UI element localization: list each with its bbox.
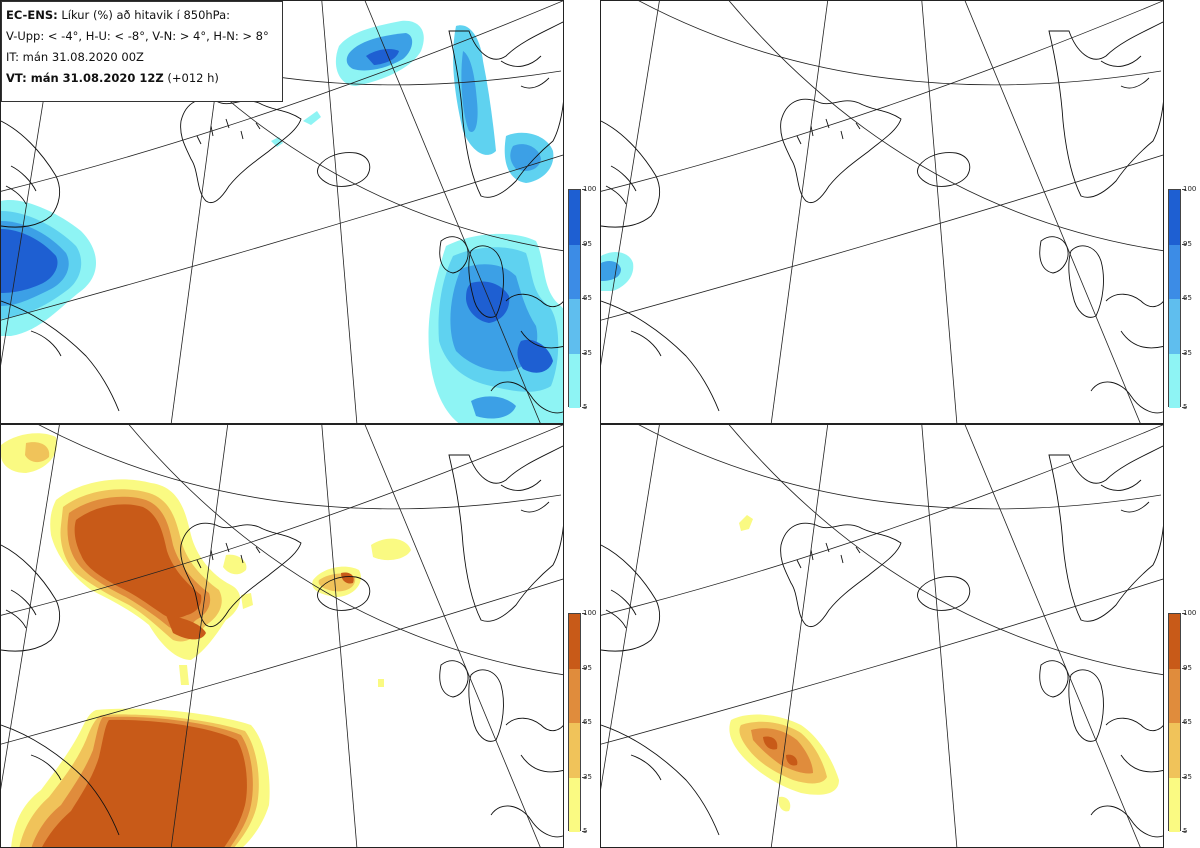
colorbar-hu: 100 95 65 35 5 <box>1168 185 1200 411</box>
panel-hn <box>600 424 1164 848</box>
colorbar-label: 100 <box>1183 609 1197 617</box>
title-line-2: V-Upp: < -4°, H-U: < -8°, V-N: > 4°, H-N… <box>6 29 269 43</box>
colorbar-label: 5 <box>1183 827 1188 835</box>
probability-field-hu <box>601 251 634 291</box>
colorbar-segment <box>569 244 580 299</box>
forecast-step: (+012 h) <box>163 71 219 85</box>
colorbar-segment <box>569 668 580 723</box>
colorbar-label: 65 <box>1183 718 1192 726</box>
colorbar-tick <box>582 189 586 190</box>
colorbar-vupp: 100 95 65 35 5 <box>568 185 604 411</box>
colorbar-label: 35 <box>583 348 592 357</box>
map-hu <box>601 1 1163 423</box>
colorbar-track <box>568 189 581 408</box>
colorbar-track <box>1168 189 1181 408</box>
colorbar-tick <box>582 667 586 669</box>
colorbar-segment <box>569 299 580 354</box>
model-name: EC-ENS: <box>6 8 58 22</box>
colorbar-label: 5 <box>1183 403 1188 411</box>
colorbar-segment <box>569 190 580 245</box>
probability-field-vupp <box>1 20 563 423</box>
colorbar-tick <box>1182 722 1186 723</box>
panel-hu <box>600 0 1164 424</box>
colorbar-label: 65 <box>583 718 592 726</box>
colorbar-tick <box>582 831 586 832</box>
coastlines <box>601 20 1163 414</box>
colorbar-tick <box>1182 613 1186 614</box>
map-vn <box>1 425 563 847</box>
coastlines <box>601 444 1163 838</box>
colorbar-label: 95 <box>1183 239 1192 248</box>
colorbar-tick <box>1182 407 1186 408</box>
colorbar-vn: 100 95 65 35 5 <box>568 609 604 835</box>
colorbar-tick <box>582 613 586 614</box>
title-line-3: IT: mán 31.08.2020 00Z <box>6 50 144 64</box>
colorbar-tick <box>1182 189 1186 190</box>
colorbar-label: 65 <box>1183 294 1192 302</box>
valid-time: VT: mán 31.08.2020 12Z <box>6 71 164 85</box>
map-hn <box>601 425 1163 847</box>
colorbar-segment <box>1169 353 1180 408</box>
colorbar-label: 35 <box>1183 348 1192 357</box>
title-description: Líkur (%) að hitavik í 850hPa: <box>57 8 231 22</box>
colorbar-tick <box>582 298 586 299</box>
colorbar-tick <box>582 722 586 723</box>
title-line-1: EC-ENS: Líkur (%) að hitavik í 850hPa: <box>6 5 278 26</box>
colorbar-segment <box>1169 723 1180 778</box>
colorbar-track <box>1168 613 1181 832</box>
colorbar-label: 65 <box>583 294 592 302</box>
map-vupp <box>1 1 563 423</box>
colorbar-label: 95 <box>583 663 592 672</box>
colorbar-tick <box>582 407 586 408</box>
title-line-4: VT: mán 31.08.2020 12Z (+012 h) <box>6 68 278 89</box>
colorbar-tick <box>1182 352 1186 354</box>
colorbar-label: 5 <box>583 827 588 835</box>
colorbar-segment <box>1169 299 1180 354</box>
colorbar-label: 100 <box>583 609 597 617</box>
panel-vupp: EC-ENS: Líkur (%) að hitavik í 850hPa: V… <box>0 0 564 424</box>
colorbar-segment <box>569 614 580 669</box>
colorbar-label: 35 <box>583 772 592 781</box>
colorbar-hn: 100 95 65 35 5 <box>1168 609 1200 835</box>
colorbar-segment <box>1169 244 1180 299</box>
colorbar-label: 95 <box>1183 663 1192 672</box>
probability-field-hn <box>729 515 839 812</box>
colorbar-track <box>568 613 581 832</box>
colorbar-tick <box>1182 667 1186 669</box>
chart-title-box: EC-ENS: Líkur (%) að hitavik í 850hPa: V… <box>1 1 283 102</box>
colorbar-label: 100 <box>1183 185 1197 193</box>
colorbar-segment <box>1169 777 1180 832</box>
lat-lon-grid <box>601 1 1163 423</box>
colorbar-segment <box>569 353 580 408</box>
colorbar-label: 100 <box>583 185 597 193</box>
colorbar-label: 95 <box>583 239 592 248</box>
colorbar-tick <box>1182 776 1186 778</box>
colorbar-segment <box>1169 190 1180 245</box>
colorbar-tick <box>582 776 586 778</box>
panel-vn <box>0 424 564 848</box>
colorbar-tick <box>1182 831 1186 832</box>
colorbar-segment <box>1169 614 1180 669</box>
colorbar-segment <box>569 723 580 778</box>
lat-lon-grid <box>601 425 1163 847</box>
colorbar-tick <box>1182 298 1186 299</box>
colorbar-label: 5 <box>583 403 588 411</box>
colorbar-tick <box>582 352 586 354</box>
colorbar-segment <box>1169 668 1180 723</box>
colorbar-segment <box>569 777 580 832</box>
colorbar-label: 35 <box>1183 772 1192 781</box>
probability-field-vn <box>1 433 411 847</box>
colorbar-tick <box>1182 243 1186 245</box>
colorbar-tick <box>582 243 586 245</box>
